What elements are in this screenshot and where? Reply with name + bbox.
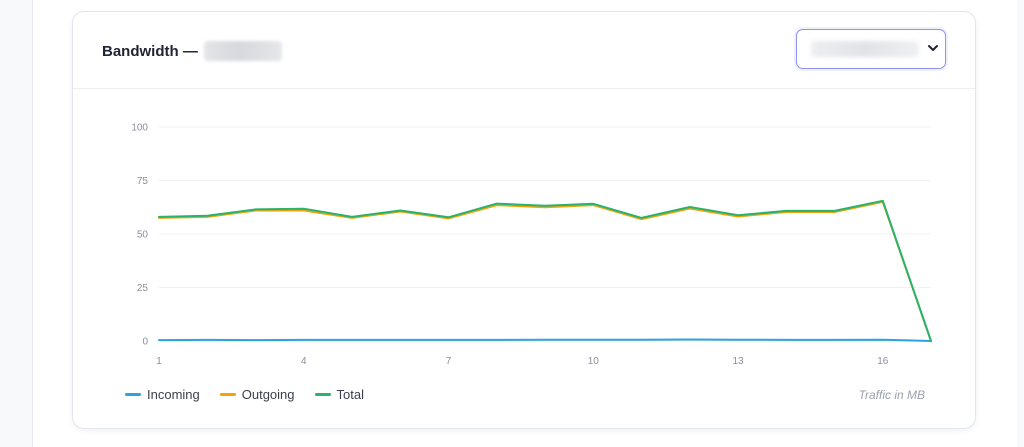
card-title-text: Bandwidth — bbox=[102, 42, 198, 60]
period-select[interactable] bbox=[796, 29, 946, 69]
chart-legend: Incoming Outgoing Total bbox=[125, 387, 384, 402]
series-line-total bbox=[158, 199, 932, 342]
x-tick-label: 1 bbox=[156, 356, 162, 367]
legend-swatch-total bbox=[314, 393, 331, 396]
legend-item-incoming[interactable]: Incoming bbox=[125, 387, 200, 402]
y-tick-label: 50 bbox=[137, 230, 149, 241]
y-tick-label: 0 bbox=[142, 337, 148, 348]
legend-label-outgoing: Outgoing bbox=[241, 387, 295, 402]
legend-item-total[interactable]: Total bbox=[314, 387, 364, 402]
x-tick-label: 10 bbox=[588, 356, 600, 367]
period-select-value-redacted bbox=[811, 41, 919, 57]
legend-swatch-outgoing bbox=[219, 393, 236, 396]
x-tick-label: 4 bbox=[301, 356, 307, 367]
legend-swatch-incoming bbox=[125, 393, 141, 396]
x-tick-label: 16 bbox=[877, 356, 889, 367]
y-tick-label: 75 bbox=[137, 176, 149, 187]
series-line-outgoing bbox=[158, 200, 932, 342]
bandwidth-card: Bandwidth — 0 25 50 75 100 1 4 7 10 13 16 Incoming… bbox=[72, 11, 976, 429]
series-line-incoming bbox=[158, 338, 932, 342]
y-tick-label: 100 bbox=[131, 123, 148, 134]
bandwidth-chart: 0 25 50 75 100 1 4 7 10 13 16 bbox=[131, 123, 932, 367]
x-tick-label: 7 bbox=[446, 356, 452, 367]
chevron-down-icon bbox=[928, 45, 938, 51]
legend-label-total: Total bbox=[336, 387, 364, 402]
x-tick-label: 13 bbox=[732, 356, 744, 367]
traffic-unit-note: Traffic in MB bbox=[858, 388, 925, 402]
redacted-server-name bbox=[203, 41, 282, 61]
legend-item-outgoing[interactable]: Outgoing bbox=[219, 387, 295, 402]
card-title: Bandwidth — bbox=[102, 41, 282, 61]
card-header: Bandwidth — bbox=[73, 12, 975, 89]
y-tick-label: 25 bbox=[137, 283, 149, 294]
legend-label-incoming: Incoming bbox=[147, 387, 200, 402]
